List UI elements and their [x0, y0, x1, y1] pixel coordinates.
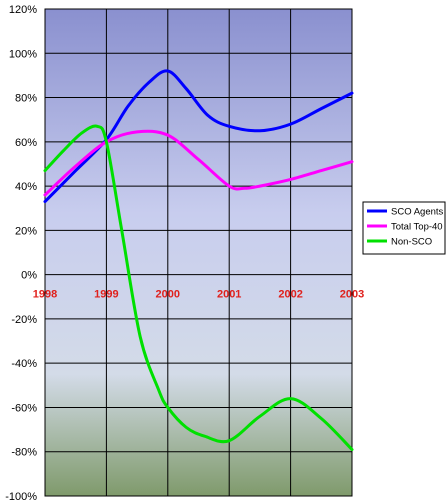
y-tick-label: 20% — [15, 225, 37, 237]
plot-area — [44, 8, 353, 497]
legend-label-sco-agents: SCO Agents — [391, 207, 444, 218]
y-tick-label: -40% — [11, 358, 37, 370]
series-line-total-top-40 — [43, 129, 354, 197]
y-tick-label: 120% — [9, 4, 37, 16]
x-axis-ticks: 1998 1999 2000 2001 2002 2003 — [33, 289, 364, 301]
x-tick-label: 1999 — [94, 289, 118, 301]
y-tick-label: -80% — [11, 447, 37, 459]
y-tick-label: -60% — [11, 402, 37, 414]
legend-label-total-top-40: Total Top-40 — [391, 222, 443, 233]
x-tick-label: 2003 — [340, 289, 364, 301]
y-tick-label: 40% — [15, 181, 37, 193]
grid — [44, 8, 353, 497]
series-line-non-sco — [43, 124, 354, 452]
y-tick-label: -100% — [5, 491, 37, 503]
y-tick-label: -20% — [11, 314, 37, 326]
legend-label-non-sco: Non-SCO — [391, 237, 432, 248]
y-tick-label: 0% — [21, 270, 37, 282]
legend: SCO Agents Total Top-40 Non-SCO — [362, 201, 446, 255]
y-tick-label: 80% — [15, 93, 37, 105]
x-tick-label: 2000 — [156, 289, 180, 301]
x-tick-label: 2001 — [217, 289, 241, 301]
x-tick-label: 2002 — [278, 289, 302, 301]
series-lines — [43, 69, 354, 452]
y-axis-ticks: 120% 100% 80% 60% 40% 20% 0% -20% -40% -60% -80% -1… — [5, 4, 37, 503]
y-tick-label: 100% — [9, 48, 37, 60]
x-tick-label: 1998 — [33, 289, 57, 301]
y-tick-label: 60% — [15, 137, 37, 149]
